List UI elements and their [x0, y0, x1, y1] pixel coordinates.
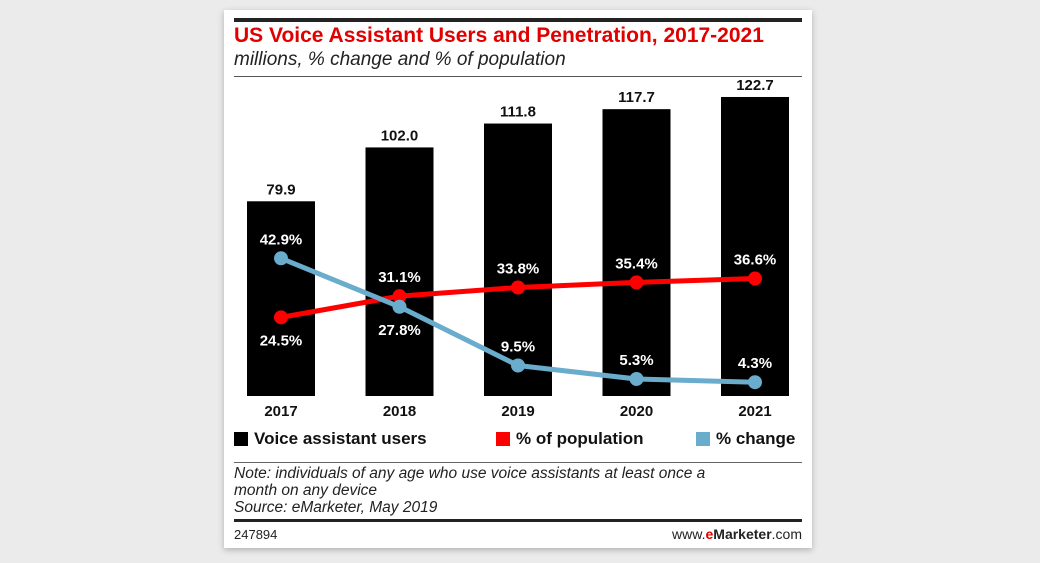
data-point — [274, 251, 288, 266]
bar-value-label: 111.8 — [500, 104, 536, 121]
chart-card: US Voice Assistant Users and Penetration… — [224, 10, 812, 548]
legend-swatch — [696, 432, 710, 446]
data-point — [629, 371, 644, 386]
chart-id: 247894 — [234, 527, 278, 542]
data-point — [392, 299, 407, 314]
point-label: 35.4% — [615, 255, 658, 272]
bar-value-label: 102.0 — [381, 127, 419, 144]
footer-rule — [234, 519, 802, 522]
x-tick-label: 2018 — [383, 403, 416, 420]
data-point — [748, 271, 762, 286]
bar-value-label: 79.9 — [266, 181, 295, 198]
point-label: 9.5% — [501, 339, 535, 356]
legend-label: Voice assistant users — [254, 429, 427, 448]
bar — [247, 201, 315, 396]
point-label: 31.1% — [378, 269, 421, 286]
bar — [365, 147, 434, 396]
legend-label: % change — [716, 429, 796, 448]
data-point — [274, 310, 288, 325]
note-line: month on any device — [234, 482, 378, 499]
point-label: 33.8% — [497, 261, 540, 278]
subtitle-rule — [234, 76, 802, 77]
bar — [602, 109, 671, 396]
chart-plot: 79.9 2017 102.0 2018 111.8 2019 117.7 2020 122.7… — [247, 77, 789, 420]
note-line: Note: individuals of any age who use voi… — [234, 465, 706, 482]
x-tick-label: 2019 — [501, 403, 534, 420]
bar-value-label: 117.7 — [618, 89, 655, 106]
point-label: 42.9% — [260, 231, 303, 248]
data-point — [392, 289, 407, 304]
point-label: 4.3% — [738, 355, 772, 372]
legend-swatch — [234, 432, 248, 446]
legend-swatch — [496, 432, 510, 446]
legend-population: % of population — [496, 429, 643, 449]
point-label: 27.8% — [378, 322, 421, 339]
legend-voice-users: Voice assistant users — [234, 429, 427, 449]
legend-label: % of population — [516, 429, 644, 448]
source-line: Source: eMarketer, May 2019 — [234, 499, 438, 516]
chart-title: US Voice Assistant Users and Penetration… — [234, 24, 764, 47]
note-rule — [234, 462, 802, 463]
x-tick-label: 2017 — [264, 403, 297, 420]
bar-value-label: 122.7 — [736, 77, 774, 94]
data-point — [629, 275, 644, 290]
data-point — [748, 375, 762, 390]
brand-logo: www.eMarketer.com — [672, 526, 802, 542]
legend-change: % change — [696, 429, 795, 449]
bar — [721, 96, 789, 396]
data-point — [511, 358, 525, 373]
top-rule — [234, 18, 802, 22]
data-point — [511, 280, 525, 295]
x-tick-label: 2021 — [738, 403, 771, 420]
point-label: 5.3% — [619, 352, 653, 369]
point-label: 24.5% — [260, 332, 303, 349]
point-label: 36.6% — [734, 252, 777, 269]
chart-subtitle: millions, % change and % of population — [234, 49, 566, 70]
bar — [484, 123, 552, 397]
x-tick-label: 2020 — [620, 403, 653, 420]
